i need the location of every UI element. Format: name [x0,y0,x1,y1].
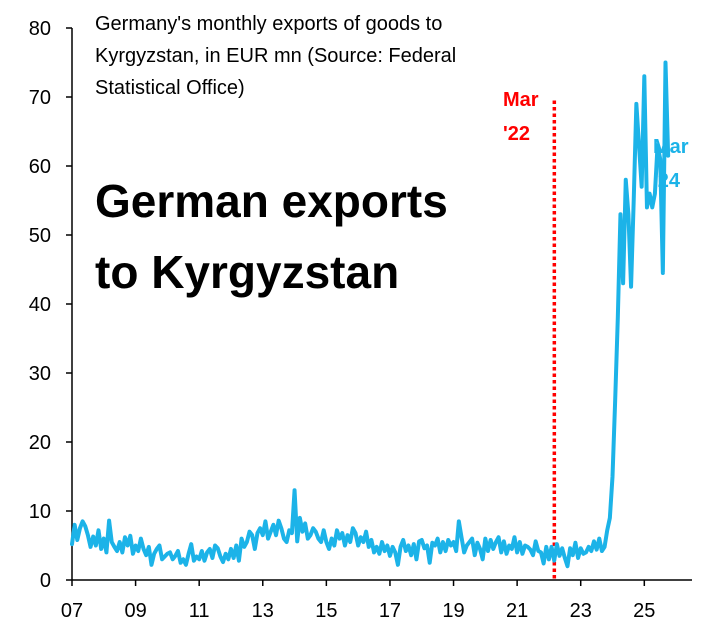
x-tick-label: 25 [633,600,655,622]
y-tick-label: 70 [29,87,51,109]
x-tick-label: 07 [61,600,83,622]
chart-subtitle: Germany's monthly exports of goods to Ky… [95,13,456,99]
x-tick-label: 11 [189,600,210,622]
y-tick-label: 50 [29,225,51,247]
y-tick-label: 40 [29,294,51,316]
annotation-mar-22-line-1: Mar [503,89,539,111]
x-tick-label: 23 [570,600,592,622]
y-tick-label: 30 [29,363,51,385]
annotation-mar-24-line-2: '24 [653,170,681,192]
y-tick-label: 80 [29,18,51,40]
x-tick-label: 19 [442,600,464,622]
y-tick-label: 10 [29,501,51,523]
x-tick-label: 15 [315,600,337,622]
y-axis-ticks: 0 10 20 30 40 50 60 70 80 [29,18,72,592]
x-axis-ticks: 07 09 11 13 15 17 19 21 23 25 [61,580,655,622]
x-tick-label: 09 [124,600,146,622]
x-tick-label: 13 [252,600,274,622]
y-tick-label: 20 [29,432,51,454]
chart-title: German exports to Kyrgyzstan [95,175,448,298]
annotation-mar-24-line-1: Mar [653,136,689,158]
annotation-mar-24: Mar '24 [653,136,689,192]
subtitle-line-3: Statistical Office) [95,77,245,99]
subtitle-line-1: Germany's monthly exports of goods to [95,13,442,35]
y-tick-label: 60 [29,156,51,178]
annotation-mar-22-line-2: '22 [503,123,530,145]
x-tick-label: 21 [506,600,528,622]
subtitle-line-2: Kyrgyzstan, in EUR mn (Source: Federal [95,45,456,67]
x-tick-label: 17 [379,600,401,622]
series-line-exports [70,60,671,569]
title-line-2: to Kyrgyzstan [95,246,399,298]
y-tick-label: 0 [40,570,51,592]
title-line-1: German exports [95,175,448,227]
annotation-mar-22: Mar '22 [503,89,539,145]
